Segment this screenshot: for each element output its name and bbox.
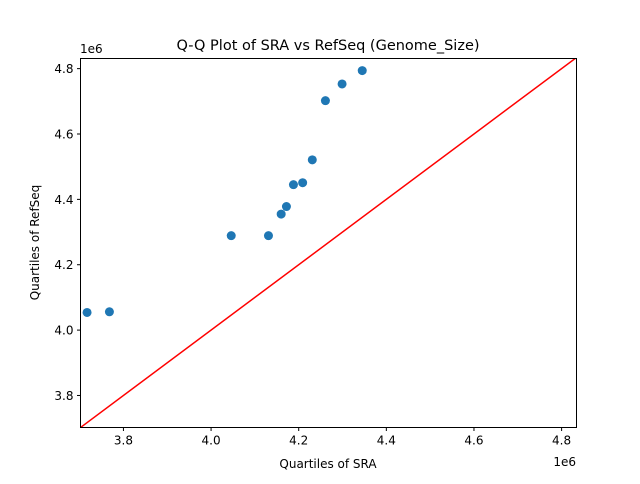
x-tick-label: 4.6: [464, 434, 483, 448]
x-tick-label: 4.2: [289, 434, 308, 448]
x-tick-label: 3.8: [114, 434, 133, 448]
data-point: [263, 231, 273, 241]
data-point: [357, 66, 367, 76]
data-point: [288, 180, 298, 190]
data-point: [298, 178, 308, 188]
y-tick-label: 3.8: [54, 389, 73, 403]
y-tick-label: 4.6: [54, 127, 73, 141]
y-tick-label: 4.2: [54, 258, 73, 272]
x-offset-label: 1e6: [553, 455, 576, 469]
x-tick-label: 4.4: [377, 434, 396, 448]
reference-line: [80, 58, 577, 428]
data-point: [320, 96, 330, 106]
y-offset-label: 1e6: [80, 42, 103, 56]
y-tick-label: 4.4: [54, 193, 73, 207]
data-point: [307, 155, 317, 165]
data-point: [82, 307, 92, 317]
x-tick-label: 4.0: [202, 434, 221, 448]
data-point: [281, 202, 291, 212]
y-tick-label: 4.0: [54, 324, 73, 338]
x-tick-label: 4.8: [552, 434, 571, 448]
x-axis-label: Quartiles of SRA: [279, 457, 377, 471]
y-axis-label: Quartiles of RefSeq: [28, 185, 42, 301]
data-point: [276, 209, 286, 219]
data-point: [337, 79, 347, 89]
y-tick-label: 4.8: [54, 62, 73, 76]
plot-frame: [80, 58, 577, 428]
chart-title: Q-Q Plot of SRA vs RefSeq (Genome_Size): [176, 38, 479, 54]
data-point: [104, 307, 114, 317]
data-point: [226, 231, 236, 241]
